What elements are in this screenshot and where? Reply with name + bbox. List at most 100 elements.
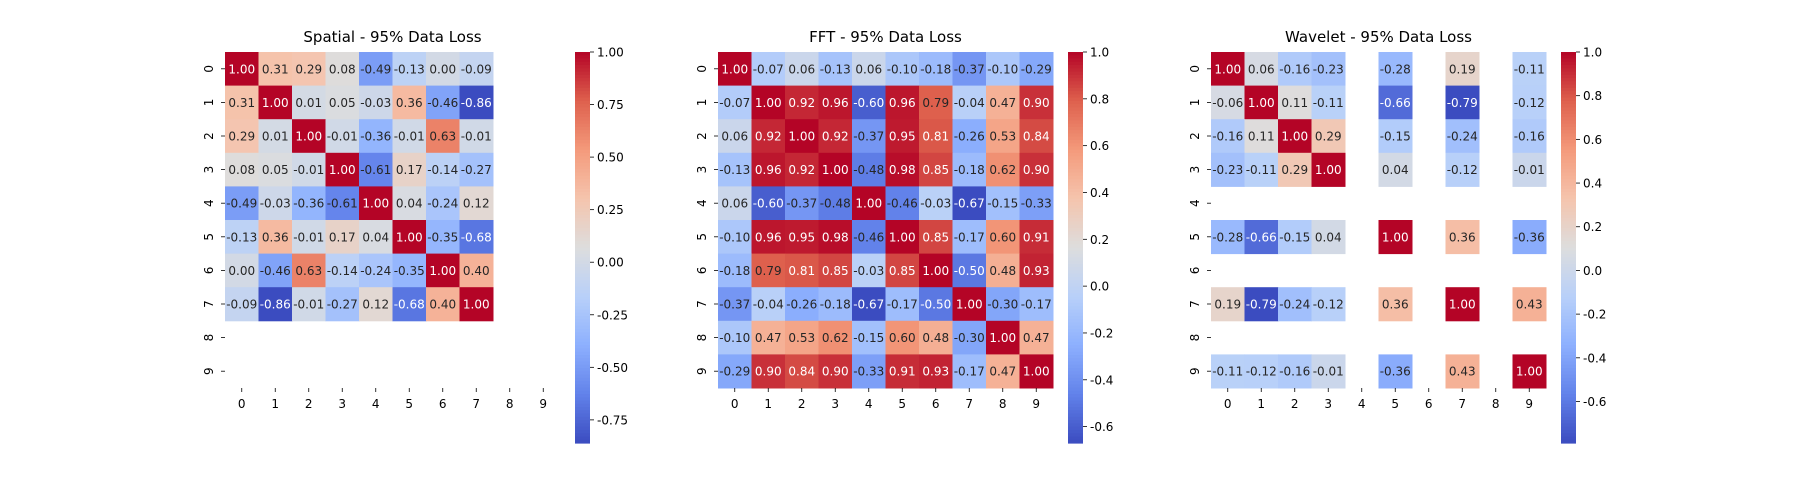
colorbar-segment bbox=[1068, 283, 1083, 288]
y-tick-label: 0 bbox=[202, 65, 216, 73]
heatmap-cell bbox=[818, 52, 853, 87]
colorbar-segment bbox=[1068, 400, 1083, 405]
heatmap-cell bbox=[392, 85, 427, 120]
heatmap-cell bbox=[919, 287, 953, 322]
heatmap-cell bbox=[852, 119, 886, 154]
cell-label: -0.11 bbox=[1514, 62, 1545, 76]
colorbar-segment bbox=[575, 283, 590, 288]
cell-label: -0.48 bbox=[853, 163, 884, 177]
colorbar-tick-label: 0.2 bbox=[1090, 233, 1109, 247]
heatmap-cell bbox=[392, 52, 427, 87]
cell-label: 0.06 bbox=[1248, 62, 1275, 76]
y-tick-label: 6 bbox=[202, 267, 216, 275]
colorbar-segment bbox=[1561, 126, 1576, 131]
heatmap-cell bbox=[785, 52, 819, 87]
colorbar-segment bbox=[575, 361, 590, 366]
colorbar-segment bbox=[1068, 247, 1083, 252]
heatmap-cell bbox=[258, 253, 293, 288]
colorbar-segment bbox=[1561, 130, 1576, 135]
heatmap-cell bbox=[292, 253, 326, 288]
colorbar-segment bbox=[1561, 211, 1576, 216]
colorbar-segment bbox=[575, 315, 590, 320]
cell-label: 1.00 bbox=[956, 298, 983, 312]
cell-label: 1.00 bbox=[1248, 96, 1275, 110]
colorbar-segment bbox=[575, 110, 590, 115]
heatmap-cell bbox=[292, 220, 326, 255]
cell-label: 0.47 bbox=[989, 96, 1016, 110]
heatmap-cell bbox=[1445, 85, 1480, 120]
x-tick-label: 6 bbox=[1425, 397, 1433, 411]
heatmap-cell bbox=[718, 320, 752, 355]
cell-label: -0.33 bbox=[853, 365, 884, 379]
colorbar-segment bbox=[1561, 306, 1576, 311]
colorbar-segment bbox=[1561, 345, 1576, 350]
cell-label: 1.00 bbox=[1214, 62, 1241, 76]
colorbar-segment bbox=[1068, 416, 1083, 421]
colorbar-segment bbox=[1561, 159, 1576, 164]
colorbar-segment bbox=[1068, 429, 1083, 434]
y-tick-label: 7 bbox=[695, 300, 709, 308]
cell-label: -0.66 bbox=[1380, 96, 1411, 110]
cell-label: -0.12 bbox=[1313, 298, 1344, 312]
heatmap-cell bbox=[1378, 287, 1413, 322]
panel-title: Wavelet - 95% Data Loss bbox=[1285, 28, 1472, 46]
colorbar-segment bbox=[1561, 387, 1576, 392]
cell-label: -0.50 bbox=[954, 264, 985, 278]
colorbar-segment bbox=[575, 78, 590, 82]
colorbar-segment bbox=[1068, 257, 1083, 262]
heatmap-cell bbox=[751, 354, 786, 389]
heatmap-cell bbox=[885, 85, 920, 120]
heatmap-cell bbox=[258, 287, 293, 322]
y-tick-label: 0 bbox=[1188, 65, 1202, 73]
colorbar-segment bbox=[575, 416, 590, 421]
y-tick-label: 7 bbox=[1188, 300, 1202, 308]
cell-label: 0.81 bbox=[922, 130, 949, 144]
y-tick-label: 3 bbox=[202, 166, 216, 174]
colorbar-segment bbox=[1068, 211, 1083, 216]
colorbar-segment bbox=[575, 244, 590, 249]
heatmap-cell bbox=[818, 287, 853, 322]
cell-label: -0.11 bbox=[1313, 96, 1344, 110]
colorbar-segment bbox=[1561, 400, 1576, 405]
x-tick-label: 3 bbox=[831, 397, 839, 411]
heatmap-cell bbox=[785, 152, 819, 187]
cell-label: -0.03 bbox=[260, 197, 291, 211]
heatmap-cell bbox=[426, 85, 460, 120]
colorbar-segment bbox=[1068, 146, 1083, 151]
colorbar-segment bbox=[575, 312, 590, 317]
cell-label: -0.13 bbox=[719, 163, 750, 177]
cell-label: -0.36 bbox=[293, 197, 324, 211]
y-tick-label: 2 bbox=[202, 132, 216, 140]
colorbar-segment bbox=[1068, 166, 1083, 170]
heatmap-cell bbox=[818, 186, 853, 221]
colorbar-segment bbox=[1068, 55, 1083, 60]
colorbar-segment bbox=[575, 97, 590, 102]
y-tick-label: 5 bbox=[202, 233, 216, 241]
heatmap-cell bbox=[986, 253, 1020, 288]
colorbar-segment bbox=[575, 413, 590, 418]
colorbar-segment bbox=[575, 332, 590, 337]
colorbar-segment bbox=[575, 407, 590, 412]
cell-label: 0.96 bbox=[822, 96, 849, 110]
heatmap-cell bbox=[986, 85, 1020, 120]
cell-label: -0.26 bbox=[786, 298, 817, 312]
colorbar-segment bbox=[1068, 254, 1083, 258]
heatmap-cell bbox=[1445, 52, 1480, 87]
colorbar-segment bbox=[1068, 117, 1083, 122]
cell-label: -0.14 bbox=[427, 163, 458, 177]
cell-label: 0.36 bbox=[1382, 298, 1409, 312]
colorbar-segment bbox=[1068, 149, 1083, 154]
heatmap-cell bbox=[359, 152, 393, 187]
cell-label: 0.36 bbox=[396, 96, 423, 110]
cell-label: 0.48 bbox=[922, 331, 949, 345]
heatmap-cell bbox=[885, 253, 920, 288]
colorbar-segment bbox=[1561, 250, 1576, 255]
heatmap-cell bbox=[952, 85, 987, 120]
heatmap-cell bbox=[919, 220, 953, 255]
colorbar-segment bbox=[1068, 201, 1083, 206]
heatmap-cell bbox=[225, 85, 259, 120]
heatmap-cell bbox=[952, 354, 987, 389]
colorbar-segment bbox=[1561, 351, 1576, 356]
colorbar-segment bbox=[1068, 130, 1083, 135]
